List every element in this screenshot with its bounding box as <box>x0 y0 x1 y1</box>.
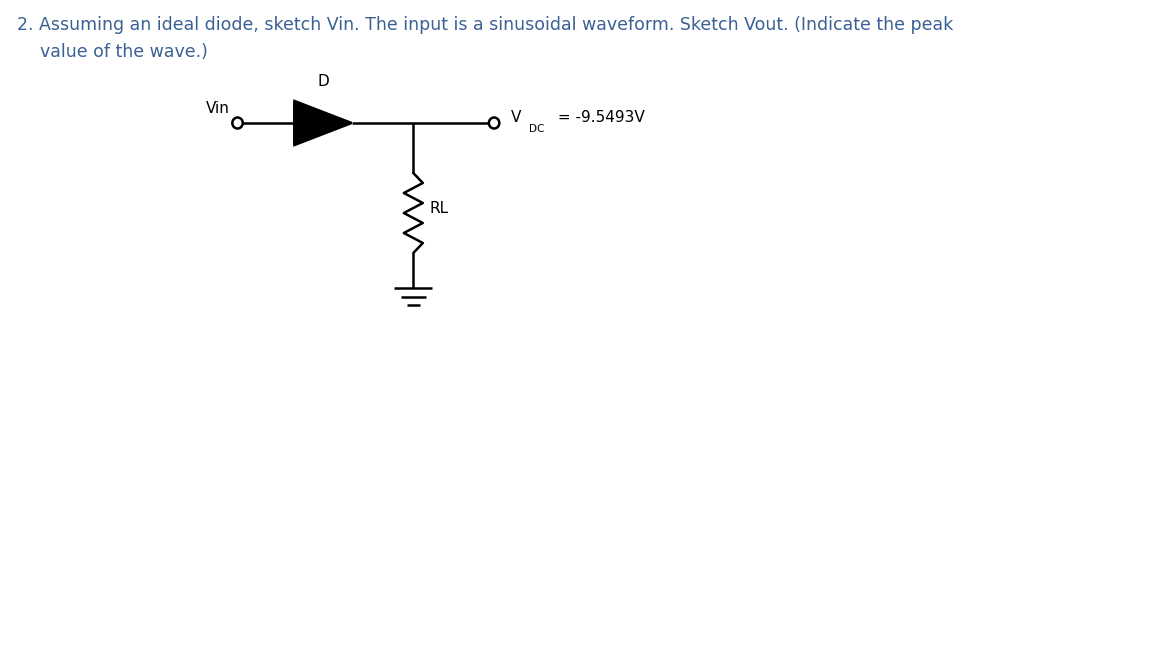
Text: DC: DC <box>529 124 545 134</box>
Circle shape <box>233 117 243 128</box>
Polygon shape <box>295 101 351 145</box>
Text: = -9.5493V: = -9.5493V <box>553 111 645 126</box>
Circle shape <box>488 117 499 128</box>
Text: 2. Assuming an ideal diode, sketch Vin. The input is a sinusoidal waveform. Sket: 2. Assuming an ideal diode, sketch Vin. … <box>17 16 954 34</box>
Text: V: V <box>511 111 522 126</box>
Text: value of the wave.): value of the wave.) <box>40 43 207 61</box>
Text: D: D <box>317 74 329 89</box>
Text: Vin: Vin <box>206 101 230 116</box>
Text: RL: RL <box>430 200 448 216</box>
